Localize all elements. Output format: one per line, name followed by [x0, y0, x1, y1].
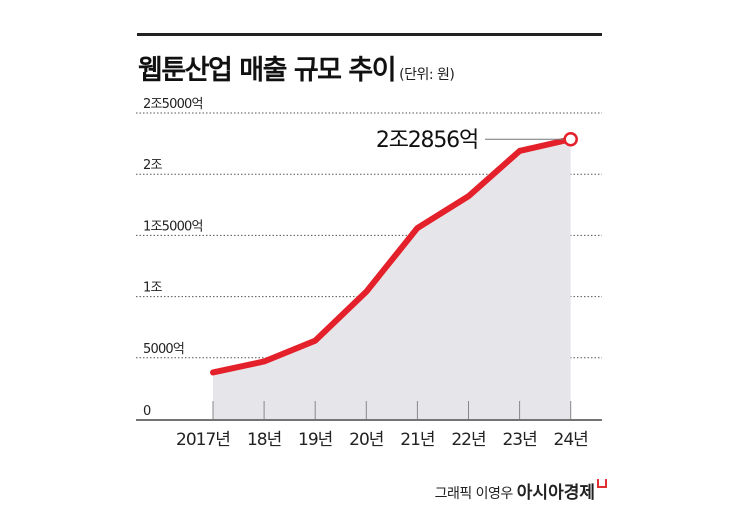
y-tick-label: 5000억	[143, 342, 184, 357]
brand-mark-icon	[597, 479, 607, 488]
y-tick-label: 1조	[143, 281, 162, 296]
y-tick-label: 0	[143, 404, 151, 419]
credit: 그래픽 이영우 아시아경제	[435, 478, 607, 503]
x-tick-label: 23년	[502, 430, 536, 450]
x-tick-label: 21년	[400, 430, 434, 450]
y-tick-label: 2조	[143, 158, 162, 173]
grid-lines	[136, 112, 602, 359]
y-tick-label: 1조5000억	[143, 219, 203, 234]
unit-label: (단위: 원)	[399, 67, 455, 83]
callout-label: 2조2856억	[376, 128, 478, 153]
x-tick-label: 24년	[554, 430, 588, 450]
y-tick-label: 2조5000억	[143, 97, 203, 112]
x-tick-label: 2017년	[176, 430, 230, 450]
x-tick-label: 22년	[451, 430, 485, 450]
x-tick-label: 19년	[298, 430, 332, 450]
y-axis-labels: 0 5000억 1조 1조5000억 2조 2조5000억	[143, 97, 203, 419]
top-rule	[137, 33, 602, 36]
brand-logo: 아시아경제	[516, 483, 595, 503]
x-axis-labels: 2017년 18년 19년 20년 21년 22년 23년 24년	[176, 430, 589, 450]
area-fill	[213, 139, 571, 419]
title-text: 웹툰산업 매출 규모 추이	[138, 55, 397, 86]
endpoint-marker	[563, 131, 578, 147]
x-axis-ticks	[212, 401, 572, 419]
credit-author: 그래픽 이영우	[434, 486, 514, 502]
x-tick-label: 18년	[247, 430, 281, 450]
chart-title: 웹툰산업 매출 규모 추이 (단위: 원)	[138, 48, 455, 87]
x-tick-label: 20년	[349, 430, 383, 450]
data-line	[210, 136, 574, 376]
